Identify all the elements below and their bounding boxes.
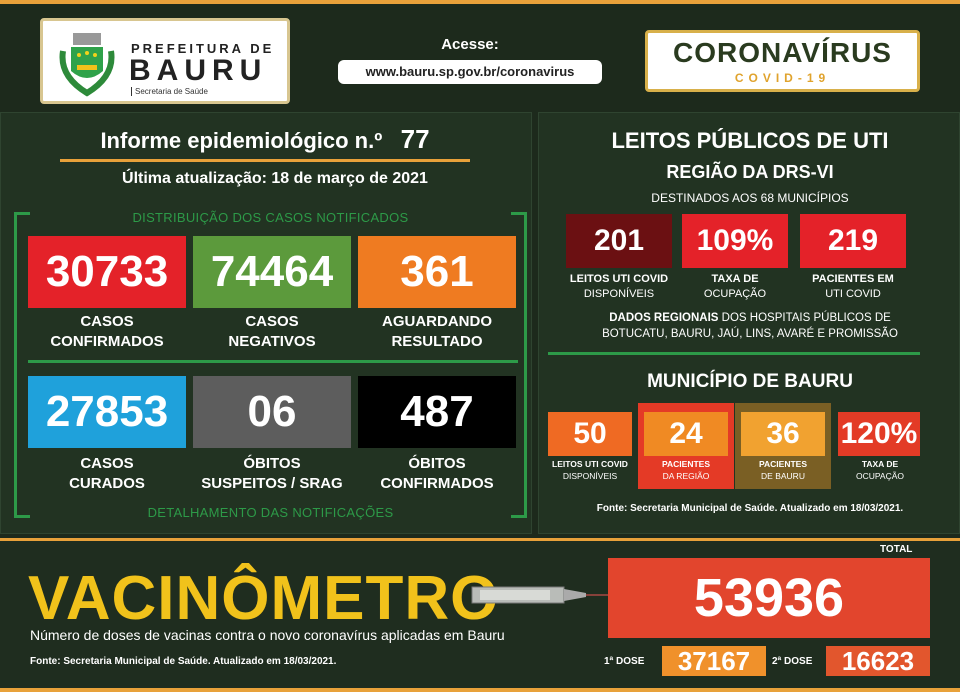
bulletin-title-text: Informe epidemiológico n.º <box>100 128 383 153</box>
stat-value: 74464 <box>193 236 351 308</box>
stat-label: PACIENTES EM UTI COVID <box>796 272 910 302</box>
stat-label: ÓBITOS CONFIRMADOS <box>356 454 518 494</box>
stat-value: 24 <box>644 412 728 456</box>
stat-value: 109% <box>682 214 788 268</box>
divider <box>28 360 518 363</box>
website-link[interactable]: www.bauru.sp.gov.br/coronavirus <box>338 60 602 84</box>
coronavirus-title: CORONAVÍRUS <box>673 37 892 68</box>
dose2-value: 16623 <box>826 646 930 676</box>
region-title: REGIÃO DA DRS-VI <box>666 162 834 182</box>
dose1-value: 37167 <box>662 646 766 676</box>
stat-label: CASOS CURADOS <box>26 454 188 494</box>
stat-label: CASOS CONFIRMADOS <box>26 312 188 352</box>
bulletin-number: 77 <box>400 124 430 154</box>
stat-label-line2: NEGATIVOS <box>228 333 316 350</box>
frame-gap <box>30 508 511 524</box>
logo-prefeitura-text: PREFEITURA DE <box>131 41 275 56</box>
coronavirus-badge: CORONAVÍRUS COVID-19 <box>645 30 920 92</box>
stat-label: ÓBITOS SUSPEITOS / SRAG <box>191 454 353 494</box>
covid-subtitle: COVID-19 <box>734 71 831 85</box>
stat-label-line1: TAXA DE <box>861 459 899 469</box>
stat-value: 120% <box>838 412 920 456</box>
stat-label-line2: CONFIRMADOS <box>50 333 164 350</box>
stat-value: 219 <box>800 214 906 268</box>
dose1-label: 1ª DOSE <box>604 656 645 667</box>
stat-value: 487 <box>358 376 516 448</box>
dose2-label: 2ª DOSE <box>772 656 813 667</box>
stat-label: TAXA DE OCUPAÇÃO <box>833 458 927 482</box>
stat-value: 361 <box>358 236 516 308</box>
divider <box>548 352 920 355</box>
access-label: Acesse: <box>441 36 499 53</box>
region-subtitle: DESTINADOS AOS 68 MUNICÍPIOS <box>651 191 849 205</box>
syringe-icon <box>471 586 610 604</box>
stat-label: TAXA DE OCUPAÇÃO <box>678 272 792 302</box>
regional-note-rest: DOS HOSPITAIS PÚBLICOS DE <box>718 312 891 324</box>
stat-label: CASOS NEGATIVOS <box>191 312 353 352</box>
stat-label-line2: OCUPAÇÃO <box>703 288 767 300</box>
stat-label-line1: CASOS <box>80 455 134 472</box>
frame-gap <box>30 206 511 222</box>
stat-label-line2: DISPONÍVEIS <box>583 288 655 300</box>
vacinometro-title: VACINÔMETRO <box>28 564 500 633</box>
bulletin-title: Informe epidemiológico n.º 77 <box>60 124 470 162</box>
logo-secretaria-text: Secretaria de Saúde <box>131 87 208 96</box>
stat-label-line2: CONFIRMADOS <box>380 475 494 492</box>
regional-note: DADOS REGIONAIS DOS HOSPITAIS PÚBLICOS D… <box>540 310 960 342</box>
stat-label-line1: TAXA DE <box>711 273 759 285</box>
total-label: TOTAL <box>880 544 913 555</box>
stat-value: 201 <box>566 214 672 268</box>
icu-title: LEITOS PÚBLICOS DE UTI <box>611 128 889 153</box>
regional-note-bold: DADOS REGIONAIS <box>609 312 719 324</box>
stat-label-line1: ÓBITOS <box>408 455 466 472</box>
regional-note-cities: BOTUCATU, BAURU, JAÚ, LINS, AVARÉ E PROM… <box>602 328 898 340</box>
stat-value: 50 <box>548 412 632 456</box>
left-panel <box>0 112 532 534</box>
stat-label-line1: PACIENTES <box>661 459 711 469</box>
stat-label-line1: ÓBITOS <box>243 455 301 472</box>
stat-label-line2: CURADOS <box>69 475 145 492</box>
stat-label-line2: RESULTADO <box>391 333 483 350</box>
section-distribution: DISTRIBUIÇÃO DOS CASOS NOTIFICADOS <box>132 210 409 225</box>
stat-value: 27853 <box>28 376 186 448</box>
stat-label-line1: AGUARDANDO <box>382 313 492 330</box>
stat-value: 30733 <box>28 236 186 308</box>
stat-label-line2: UTI COVID <box>825 288 881 300</box>
stat-label-line1: PACIENTES <box>758 459 808 469</box>
stat-label-line1: CASOS <box>245 313 299 330</box>
stat-value: 06 <box>193 376 351 448</box>
source-note: Fonte: Secretaria Municipal de Saúde. At… <box>596 503 904 514</box>
stat-label: AGUARDANDO RESULTADO <box>356 312 518 352</box>
stat-label: PACIENTES DA REGIÃO <box>639 458 733 482</box>
stat-label-line1: PACIENTES EM <box>812 273 894 285</box>
stat-label-line2: OCUPAÇÃO <box>855 471 905 481</box>
section-details: DETALHAMENTO DAS NOTIFICAÇÕES <box>147 505 394 520</box>
stat-label-line1: LEITOS UTI COVID <box>552 459 628 469</box>
prefeitura-logo: PREFEITURA DE BAURU Secretaria de Saúde <box>40 18 290 104</box>
stat-label-line2: DE BAURU <box>761 471 805 481</box>
stat-label: PACIENTES DE BAURU <box>736 458 830 482</box>
total-doses: 53936 <box>608 558 930 638</box>
logo-bauru-text: BAURU <box>129 54 268 87</box>
stat-label: LEITOS UTI COVID DISPONÍVEIS <box>543 458 637 482</box>
last-update: Última atualização: 18 de março de 2021 <box>122 170 428 187</box>
vaccine-subtitle: Número de doses de vacinas contra o novo… <box>30 627 505 643</box>
stat-label-line2: DISPONÍVEIS <box>562 471 618 481</box>
stat-label-line1: LEITOS UTI COVID <box>569 273 669 285</box>
municipio-title: MUNICÍPIO DE BAURU <box>647 371 853 392</box>
stat-label-line2: SUSPEITOS / SRAG <box>201 475 343 492</box>
stat-value: 36 <box>741 412 825 456</box>
vaccine-source: Fonte: Secretaria Municipal de Saúde. At… <box>30 656 337 667</box>
stat-label: LEITOS UTI COVID DISPONÍVEIS <box>562 272 676 302</box>
top-stripe <box>0 0 960 4</box>
crest-icon <box>59 33 115 97</box>
stat-label-line2: DA REGIÃO <box>662 471 710 481</box>
stat-label-line1: CASOS <box>80 313 134 330</box>
